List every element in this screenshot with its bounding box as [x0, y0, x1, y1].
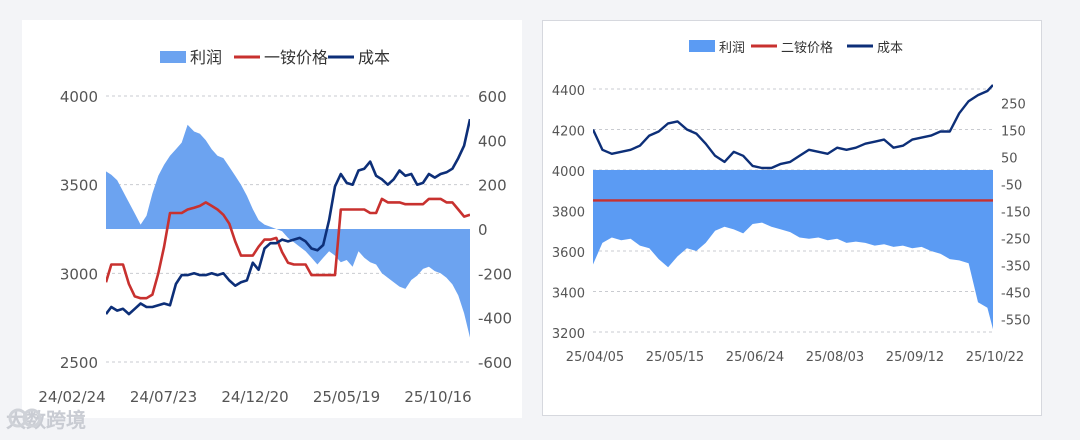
series-area-利润 — [593, 170, 993, 330]
legend-swatch-area — [160, 51, 186, 63]
left-tick-label: 3800 — [552, 206, 585, 221]
series-area-利润 — [106, 124, 470, 338]
left-tick-label: 3400 — [552, 287, 585, 302]
left-tick-label: 4200 — [552, 125, 585, 140]
left-tick-label: 2500 — [60, 354, 98, 372]
right-tick-label: -350 — [1001, 260, 1031, 275]
legend-label: 一铵价格 — [264, 48, 328, 67]
left-tick-label: 3600 — [552, 246, 585, 261]
series-line-成本 — [593, 84, 993, 170]
right-tick-label: -600 — [478, 354, 512, 372]
x-tick-label: 25/10/22 — [966, 350, 1024, 365]
chart-panel-right: 3200 3400 3600 3800 4000 4200 4400 -550 -450 -350… — [542, 20, 1042, 416]
chart-left: 2500 3000 3500 4000 -600 -400 -200 0 200 400 600 24… — [38, 48, 512, 406]
right-tick-label: 400 — [478, 132, 507, 150]
x-tick-label: 25/06/24 — [726, 350, 784, 365]
right-tick-label: 250 — [1001, 98, 1026, 113]
x-tick-label: 25/08/03 — [806, 350, 864, 365]
right-tick-label: -550 — [1001, 314, 1031, 329]
left-tick-label: 4400 — [552, 84, 585, 99]
legend-label: 成本 — [358, 48, 390, 67]
legend-label: 成本 — [877, 41, 903, 56]
right-tick-label: -50 — [1001, 179, 1022, 194]
right-tick-label: 50 — [1001, 152, 1018, 167]
x-tick-label: 25/10/16 — [404, 388, 471, 406]
right-tick-label: -450 — [1001, 287, 1031, 302]
series-line-成本 — [106, 118, 470, 316]
right-tick-label: 200 — [478, 177, 507, 195]
right-tick-label: 0 — [478, 221, 488, 239]
left-tick-label: 3500 — [60, 177, 98, 195]
watermark: 大数跨境 — [6, 404, 86, 433]
plot-area — [106, 118, 470, 338]
chart-panel-left: 2500 3000 3500 4000 -600 -400 -200 0 200 400 600 24… — [22, 20, 522, 418]
x-tick-label: 25/04/05 — [566, 350, 624, 365]
watermark-text: 大数跨境 — [6, 408, 86, 432]
left-tick-label: 4000 — [552, 165, 585, 180]
right-tick-label: -400 — [478, 310, 512, 328]
left-tick-label: 3000 — [60, 265, 98, 283]
left-tick-label: 3200 — [552, 327, 585, 342]
x-tick-label: 24/02/24 — [38, 388, 105, 406]
chart-right: 3200 3400 3600 3800 4000 4200 4400 -550 -450 -350… — [552, 40, 1031, 365]
right-tick-label: -250 — [1001, 233, 1031, 248]
right-tick-label: -150 — [1001, 206, 1031, 221]
x-tick-label: 24/07/23 — [130, 388, 197, 406]
left-tick-label: 4000 — [60, 88, 98, 106]
series-line-一铵价格 — [106, 197, 470, 300]
legend-label: 利润 — [719, 41, 745, 56]
watermark-logo-icon — [8, 408, 42, 428]
legend-label: 利润 — [190, 48, 222, 67]
x-tick-label: 25/09/12 — [886, 350, 944, 365]
right-tick-label: 600 — [478, 88, 507, 106]
legend-label: 二铵价格 — [781, 40, 833, 56]
x-tick-label: 24/12/20 — [221, 388, 288, 406]
legend-swatch-area — [689, 40, 715, 52]
x-tick-label: 25/05/19 — [313, 388, 380, 406]
right-tick-label: -200 — [478, 265, 512, 283]
x-tick-label: 25/05/15 — [646, 350, 704, 365]
plot-area — [593, 84, 993, 330]
right-tick-label: 150 — [1001, 125, 1026, 140]
